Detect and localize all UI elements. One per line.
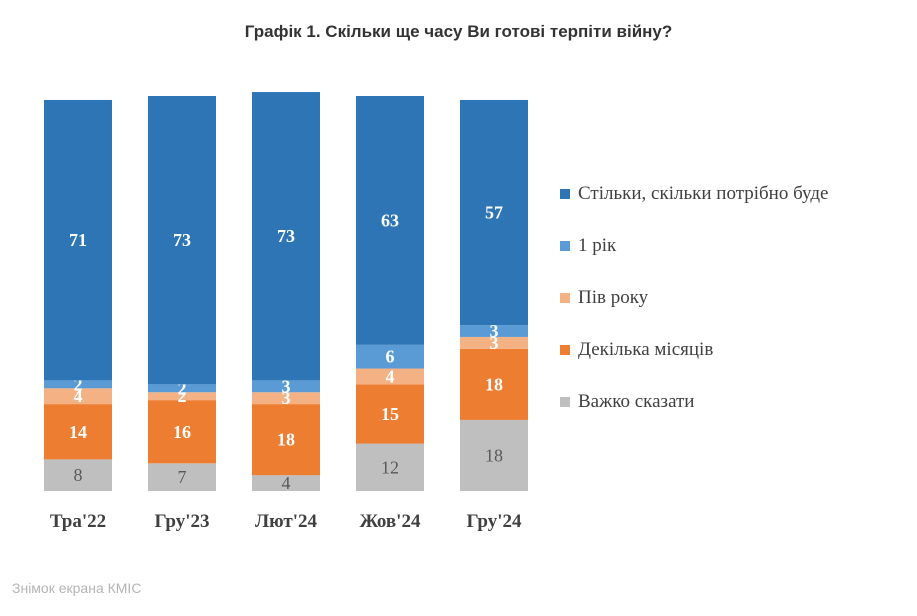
legend-label: Пів року — [578, 287, 649, 308]
bar-segment — [356, 344, 424, 369]
legend-label: Важко сказати — [578, 391, 695, 412]
legend-swatch — [560, 189, 570, 199]
data-label: 3 — [490, 321, 499, 341]
bar-segment — [356, 384, 424, 444]
bar-segment — [44, 99, 112, 381]
legend-label: Декілька місяців — [578, 339, 714, 360]
legend-item-half-year: Пів року — [560, 287, 828, 308]
bar-segment — [356, 443, 424, 491]
category-label: Гру'23 — [155, 511, 210, 532]
bar-segment — [252, 475, 320, 491]
legend-item-one-year: 1 рік — [560, 235, 828, 256]
data-label: 2 — [74, 374, 83, 394]
legend-swatch — [560, 397, 570, 407]
data-label: 14 — [69, 422, 87, 442]
data-label: 3 — [282, 376, 291, 396]
data-label: 3 — [490, 333, 499, 353]
legend-item-as-needed: Стільки, скільки потрібно буде — [560, 183, 829, 204]
bar-segment — [148, 400, 216, 464]
legend-label: Стільки, скільки потрібно буде — [578, 183, 829, 204]
legend-swatch — [560, 293, 570, 303]
data-label: 7 — [178, 467, 187, 487]
bar-segment — [460, 336, 528, 349]
data-label: 12 — [381, 457, 399, 477]
data-label: 71 — [69, 230, 87, 250]
data-label: 3 — [282, 388, 291, 408]
bar-segment — [356, 96, 424, 345]
bar-segment — [44, 404, 112, 460]
category-label: Лют'24 — [255, 511, 318, 532]
data-label: 16 — [173, 422, 191, 442]
data-label: 63 — [381, 210, 399, 230]
bar-segment — [252, 380, 320, 393]
category-label: Тра'22 — [50, 511, 106, 532]
bar-segment — [460, 99, 528, 326]
bar-segment — [356, 368, 424, 385]
legend-item-few-months: Декілька місяців — [560, 339, 828, 360]
data-label: 8 — [74, 465, 83, 485]
data-label: 15 — [381, 404, 399, 424]
data-label: 6 — [386, 347, 395, 367]
bar-segment — [44, 380, 112, 389]
category-label: Гру'24 — [467, 511, 522, 532]
data-label: 2 — [178, 386, 187, 406]
bar-segment — [252, 392, 320, 405]
data-label: 18 — [485, 374, 503, 394]
data-label: 73 — [173, 230, 191, 250]
bar-segment — [460, 325, 528, 337]
bar-segment — [148, 463, 216, 491]
chart-title: Графік 1. Скільки ще часу Ви готові терп… — [244, 22, 673, 41]
data-label: 2 — [178, 378, 187, 398]
data-label: 18 — [277, 430, 295, 450]
data-label: 57 — [485, 203, 503, 223]
bar-segment — [44, 459, 112, 491]
legend-swatch — [560, 241, 570, 251]
bar-segment — [252, 404, 320, 476]
data-label: 4 — [386, 366, 395, 386]
bar-segment — [148, 96, 216, 385]
data-label: 4 — [282, 473, 291, 493]
legend-label: 1 рік — [578, 235, 617, 256]
bar-segment — [460, 348, 528, 420]
bar-segment — [252, 92, 320, 381]
legend-swatch — [560, 345, 570, 355]
data-label: 4 — [74, 386, 83, 406]
category-label: Жов'24 — [360, 511, 421, 532]
bar-segment — [44, 388, 112, 405]
chart-legend: Стільки, скільки потрібно буде 1 рік Пів… — [560, 183, 829, 444]
legend-item-hard-to-say: Важко сказати — [560, 391, 828, 412]
data-label: 18 — [485, 445, 503, 465]
bar-segment — [148, 384, 216, 393]
bar-segment — [148, 392, 216, 401]
data-label: 73 — [277, 226, 295, 246]
screenshot-caption: Знімок екрана КМІС — [12, 580, 142, 596]
bar-segment — [460, 419, 528, 491]
